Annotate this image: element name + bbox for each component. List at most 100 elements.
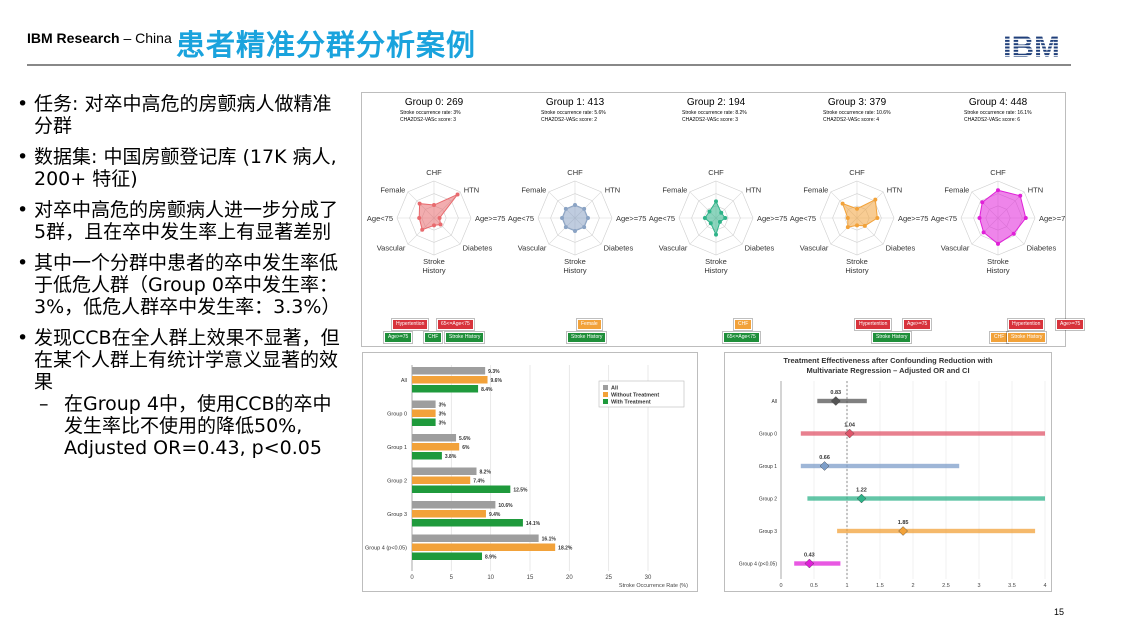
- page-number: 15: [1054, 607, 1065, 617]
- radar-point: [714, 232, 718, 237]
- radar-axis-label: CHF: [567, 168, 583, 177]
- stroke-rate: Stroke occurrence rate: 16.1%: [964, 110, 1032, 116]
- forest-tick-label: 1: [845, 583, 848, 589]
- vasc-score: CHA2DS2-VASc score: 3: [400, 117, 457, 123]
- radar-point: [582, 225, 587, 230]
- bar-x-label: Stroke Occurrence Rate (%): [619, 583, 688, 589]
- bar-value-label: 18.2%: [558, 546, 573, 552]
- forest-tick-label: 2: [911, 583, 914, 589]
- bar: [412, 400, 436, 408]
- bar: [412, 552, 483, 560]
- radar-point: [723, 216, 728, 220]
- radar-point: [996, 188, 1000, 193]
- radar-point: [573, 228, 577, 233]
- bar-value-label: 10.6%: [498, 503, 513, 509]
- bar: [412, 485, 511, 493]
- radar-axis-label: History: [704, 266, 728, 275]
- group-stats: Stroke occurrence rate: 16.1% CHA2DS2-VAS…: [964, 110, 1032, 124]
- radar-point: [1011, 231, 1016, 236]
- or-point: [898, 526, 908, 536]
- bullet-dot: •: [17, 327, 29, 349]
- bar: [412, 510, 486, 518]
- or-point: [819, 461, 830, 471]
- radar-axis-label: Age>=75: [475, 214, 505, 223]
- radar-point: [717, 219, 722, 224]
- feature-badge: CHF: [732, 318, 754, 331]
- radar-axis-label: Female: [803, 185, 828, 194]
- bar: [412, 376, 488, 384]
- radar-axis-label: Diabetes: [745, 244, 775, 253]
- feature-badge: Hypertention: [1006, 318, 1046, 331]
- radar-axis-label: HTN: [1028, 185, 1043, 194]
- bar-value-label: 6%: [462, 445, 470, 451]
- legend-label: All: [611, 386, 619, 392]
- bar-value-label: 12.5%: [513, 488, 528, 494]
- or-value-label: 1.85: [898, 520, 909, 526]
- stroke-rate: Stroke occurrence rate: 3%: [400, 110, 461, 116]
- bar-category-label: All: [401, 378, 407, 384]
- org-label: IBM Research – China: [27, 30, 172, 46]
- radar-point: [1018, 193, 1023, 198]
- group-title: Group 3: 379: [827, 97, 887, 108]
- vasc-score: CHA2DS2-VASc score: 2: [541, 117, 598, 123]
- radar-axis-label: CHF: [849, 168, 865, 177]
- ci-bar: [837, 528, 1036, 534]
- radar-point: [455, 192, 460, 197]
- radar-axis-label: Vascular: [941, 244, 970, 253]
- bar-tick-label: 20: [566, 575, 573, 581]
- radar-axis-label: CHF: [708, 168, 724, 177]
- bar-legend: [598, 380, 685, 408]
- radar-point: [875, 216, 880, 220]
- radar-axis-label: Age>=75: [616, 214, 646, 223]
- feature-badge: Age>=75: [901, 318, 933, 331]
- radar-axis-label: Female: [944, 185, 969, 194]
- forest-plot-panel: Treatment Effectiveness after Confoundin…: [724, 352, 1052, 592]
- bar-value-label: 3%: [439, 412, 447, 418]
- radar-axis-label: Female: [521, 185, 546, 194]
- bullet-text: 任务: 对卒中高危的房颤病人做精准分群: [34, 93, 332, 137]
- radar-point: [432, 203, 436, 208]
- forest-category-label: Group 3: [759, 529, 777, 535]
- radar-point: [714, 199, 718, 204]
- feature-badge: Stroke History: [1005, 331, 1048, 344]
- bar: [412, 534, 539, 542]
- radar-point: [862, 223, 867, 228]
- bullet-dot: •: [17, 252, 29, 274]
- radar-axis-label: HTN: [605, 185, 620, 194]
- radar-point: [420, 227, 425, 232]
- radar-axis-label: Diabetes: [604, 244, 634, 253]
- forest-category-label: All: [771, 399, 777, 405]
- forest-category-label: Group 0: [759, 432, 777, 438]
- bar: [412, 476, 471, 484]
- radar-axis-label: History: [986, 266, 1010, 275]
- radar-point: [977, 216, 982, 220]
- forest-tick-label: 0: [779, 583, 782, 589]
- radar-axis-label: HTN: [887, 185, 902, 194]
- bullet-dot: •: [17, 146, 29, 168]
- legend-swatch: [603, 392, 608, 397]
- radar-axis-label: HTN: [464, 185, 479, 194]
- legend-label: Without Treatment: [611, 393, 659, 399]
- bar-tick-label: 5: [450, 575, 454, 581]
- vasc-score: CHA2DS2-VASc score: 3: [682, 117, 739, 123]
- group-stats: Stroke occurrence rate: 3% CHA2DS2-VASc s…: [400, 110, 461, 124]
- group-stats: Stroke occurrence rate: 5.6% CHA2DS2-VASc…: [541, 110, 606, 124]
- radar-point: [417, 201, 422, 206]
- radar-axis-label: Stroke: [987, 257, 1009, 266]
- bar-tick-label: 25: [605, 575, 612, 581]
- radar-axis-label: Age>=75: [1039, 214, 1065, 223]
- feature-badge: Stroke History: [565, 331, 608, 344]
- stroke-rate: Stroke occurrence rate: 5.6%: [541, 110, 606, 116]
- forest-tick-label: 0.5: [810, 583, 818, 589]
- feature-badge: 65<=Age<75: [722, 331, 761, 344]
- radar-point: [996, 241, 1000, 246]
- radar-axis-label: Age>=75: [757, 214, 787, 223]
- radar-point: [873, 197, 878, 202]
- ibm-logo: IBM: [1003, 29, 1069, 64]
- logo-text: IBM: [1003, 30, 1060, 60]
- bar-chart: 0 5 10 15 20 25 30 Stroke Occurrence Rate (%) Al…: [365, 365, 688, 589]
- radar-axis-label: Stroke: [705, 257, 727, 266]
- feature-badge: Hypertention: [853, 318, 893, 331]
- or-value-label: 0.66: [819, 455, 830, 461]
- radar-point: [417, 216, 422, 220]
